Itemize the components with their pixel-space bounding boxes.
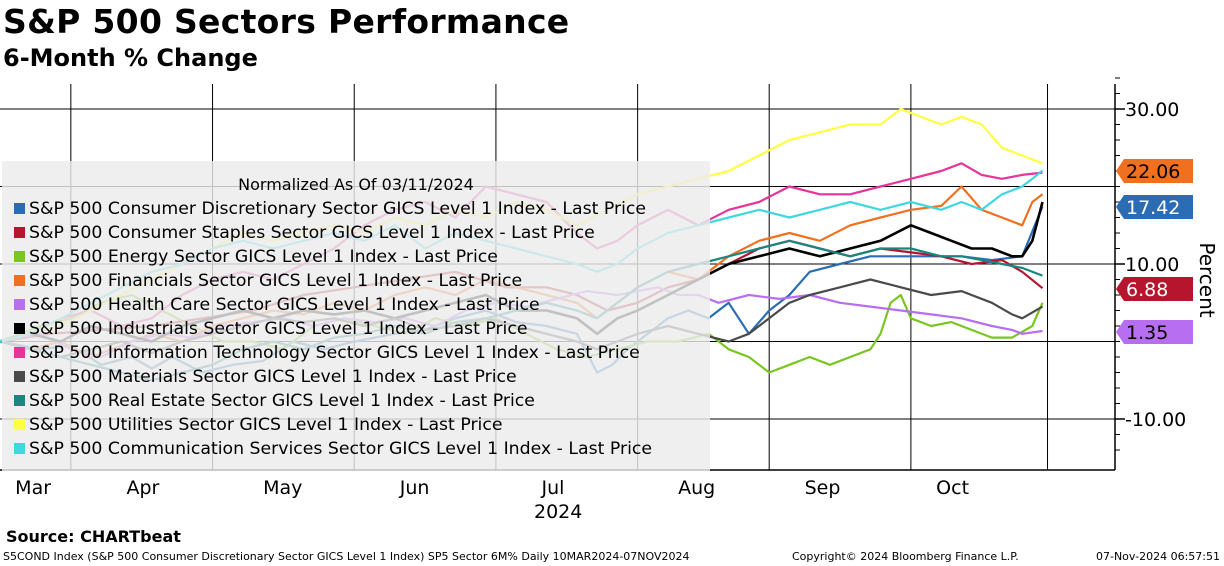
legend-item: S&P 500 Materials Sector GICS Level 1 In… [14, 366, 517, 388]
x-tick-label: May [263, 477, 302, 499]
y-axis-label: Percent [1195, 242, 1219, 317]
legend-swatch [14, 227, 25, 238]
x-tick-label: Oct [936, 477, 969, 499]
legend-label: S&P 500 Communication Services Sector GI… [29, 439, 653, 459]
legend-label: S&P 500 Health Care Sector GICS Level 1 … [29, 295, 540, 315]
source-label: Source: CHARTbeat [6, 527, 181, 546]
legend-swatch [14, 275, 25, 286]
legend-item: S&P 500 Financials Sector GICS Level 1 I… [14, 270, 522, 292]
end-label-tag [1116, 320, 1193, 344]
x-tick-label: Aug [678, 477, 715, 499]
legend-item: S&P 500 Consumer Discretionary Sector GI… [14, 198, 646, 220]
x-year-label: 2024 [534, 501, 582, 523]
chart-title: S&P 500 Sectors Performance [3, 2, 570, 41]
legend-swatch [14, 323, 25, 334]
end-labels: 22.06 17.42 6.88 1.35 [1116, 159, 1193, 344]
legend-swatch [14, 371, 25, 382]
legend-label: S&P 500 Consumer Discretionary Sector GI… [29, 199, 647, 219]
end-label-value: 22.06 [1126, 161, 1180, 183]
legend-swatch [14, 443, 25, 454]
legend-swatch [14, 203, 25, 214]
legend-swatch [14, 347, 25, 358]
legend-label: S&P 500 Industrials Sector GICS Level 1 … [29, 319, 528, 339]
footer-copyright: Copyright© 2024 Bloomberg Finance L.P. [792, 550, 1019, 563]
legend-label: S&P 500 Materials Sector GICS Level 1 In… [29, 367, 517, 387]
legend-item: S&P 500 Health Care Sector GICS Level 1 … [14, 294, 540, 316]
legend-label: S&P 500 Utilities Sector GICS Level 1 In… [29, 415, 503, 435]
legend-item: S&P 500 Real Estate Sector GICS Level 1 … [14, 390, 535, 412]
legend-label: S&P 500 Real Estate Sector GICS Level 1 … [29, 391, 535, 411]
end-label-value: 6.88 [1126, 279, 1168, 301]
y-tick-label: -10.00 [1125, 409, 1186, 431]
legend-swatch [14, 299, 25, 310]
legend-item: S&P 500 Information Technology Sector GI… [14, 342, 640, 364]
chart-subtitle: 6-Month % Change [3, 44, 258, 72]
footer-description: S5COND Index (S&P 500 Consumer Discretio… [3, 550, 690, 563]
end-label-tag [1116, 195, 1193, 219]
axes: 30.00 10.00 -10.00 Percent Mar Apr May Jun Jul Au… [0, 77, 1219, 523]
legend-item: S&P 500 Energy Sector GICS Level 1 Index… [14, 246, 498, 268]
end-label-value: 17.42 [1126, 197, 1180, 219]
legend-label: S&P 500 Energy Sector GICS Level 1 Index… [29, 247, 498, 267]
legend-label: S&P 500 Financials Sector GICS Level 1 I… [29, 271, 523, 291]
legend-swatch [14, 419, 25, 430]
legend-label: S&P 500 Consumer Staples Sector GICS Lev… [29, 223, 595, 243]
legend-swatch [14, 395, 25, 406]
legend-swatch [14, 251, 25, 262]
x-tick-label: Apr [127, 477, 160, 499]
legend-item: S&P 500 Consumer Staples Sector GICS Lev… [14, 222, 595, 244]
end-label-tag [1116, 277, 1193, 301]
x-tick-label: Jun [399, 477, 430, 499]
legend-item: S&P 500 Communication Services Sector GI… [14, 438, 652, 460]
legend-item: S&P 500 Industrials Sector GICS Level 1 … [14, 318, 528, 340]
legend: Normalized As Of 03/11/2024 S&P 500 Cons… [2, 161, 710, 471]
legend-label: S&P 500 Information Technology Sector GI… [29, 343, 640, 363]
end-label-tag [1116, 159, 1193, 183]
footer-timestamp: 07-Nov-2024 06:57:51 [1095, 550, 1220, 563]
legend-title: Normalized As Of 03/11/2024 [238, 175, 474, 194]
x-tick-label: Sep [805, 477, 841, 499]
y-tick-label: 30.00 [1125, 99, 1179, 121]
legend-item: S&P 500 Utilities Sector GICS Level 1 In… [14, 414, 502, 436]
end-label-value: 1.35 [1126, 322, 1168, 344]
x-tick-label: Jul [540, 477, 564, 499]
y-tick-label: 10.00 [1125, 254, 1179, 276]
x-tick-label: Mar [15, 477, 51, 499]
